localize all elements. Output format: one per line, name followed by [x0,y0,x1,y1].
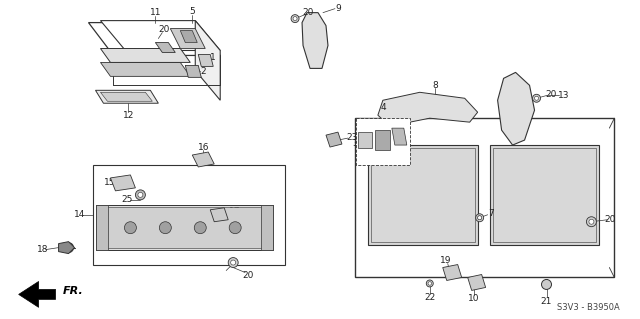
Polygon shape [378,92,477,126]
Polygon shape [97,205,273,249]
Circle shape [476,214,484,222]
Text: 21: 21 [541,297,552,306]
Polygon shape [198,55,213,66]
Text: S3V3 - B3950A: S3V3 - B3950A [557,303,620,312]
Polygon shape [88,23,220,56]
Text: 10: 10 [468,294,479,303]
Circle shape [477,216,482,220]
Polygon shape [490,145,600,245]
Polygon shape [302,13,328,68]
Text: 8: 8 [432,81,438,90]
Text: FR.: FR. [63,286,83,296]
Text: 6: 6 [403,122,409,132]
Polygon shape [358,132,372,148]
Polygon shape [375,130,390,150]
Polygon shape [93,165,285,264]
Text: 20: 20 [243,271,254,280]
Polygon shape [392,128,407,145]
Polygon shape [210,208,228,222]
Polygon shape [99,207,271,248]
Circle shape [586,217,596,227]
Text: 15: 15 [104,178,115,187]
Circle shape [138,192,143,197]
Polygon shape [100,48,190,63]
Circle shape [136,190,145,200]
Polygon shape [19,281,56,307]
Circle shape [426,280,433,287]
Circle shape [293,17,297,21]
Polygon shape [186,65,201,78]
Text: 12: 12 [123,111,134,120]
Polygon shape [170,29,205,48]
Circle shape [159,222,172,234]
Polygon shape [100,21,220,50]
Circle shape [428,282,431,285]
Text: 25: 25 [122,195,133,204]
Polygon shape [498,72,534,145]
Text: 2: 2 [200,67,206,76]
Circle shape [63,243,74,253]
Text: 24: 24 [369,124,381,133]
Text: 14: 14 [74,210,85,219]
Circle shape [229,222,241,234]
Polygon shape [180,31,197,42]
Polygon shape [355,118,614,278]
Polygon shape [111,175,136,191]
Text: 19: 19 [440,256,451,265]
Text: 13: 13 [557,91,569,100]
Polygon shape [443,264,461,280]
Text: 22: 22 [424,293,435,302]
Text: 5: 5 [189,7,195,16]
Circle shape [541,279,552,289]
Text: 16: 16 [198,143,209,152]
Circle shape [291,15,299,23]
Circle shape [589,219,594,224]
Text: 4: 4 [381,103,387,112]
Circle shape [195,222,206,234]
Text: 17: 17 [229,207,241,216]
Polygon shape [100,92,152,101]
Text: 9: 9 [335,4,341,13]
Text: 1: 1 [211,53,216,62]
Text: 20: 20 [159,25,170,34]
Polygon shape [326,132,342,147]
Text: 20: 20 [302,8,314,17]
Text: 20: 20 [546,90,557,99]
Text: 18: 18 [37,245,49,254]
Polygon shape [192,152,214,167]
Polygon shape [195,21,220,100]
Circle shape [477,216,482,220]
Polygon shape [356,118,410,165]
Polygon shape [156,42,175,52]
Circle shape [230,260,236,265]
Text: 3: 3 [352,138,358,148]
Text: 7: 7 [488,209,493,218]
Circle shape [532,94,541,102]
Polygon shape [468,274,486,290]
Text: 11: 11 [150,8,161,17]
Polygon shape [97,205,108,249]
Polygon shape [368,145,477,245]
Polygon shape [261,205,273,249]
Text: 23: 23 [346,133,358,142]
Polygon shape [100,63,190,76]
Polygon shape [59,241,74,254]
Text: 20: 20 [605,215,616,224]
Circle shape [124,222,136,234]
Circle shape [534,96,538,100]
Circle shape [228,257,238,268]
Polygon shape [95,90,158,103]
